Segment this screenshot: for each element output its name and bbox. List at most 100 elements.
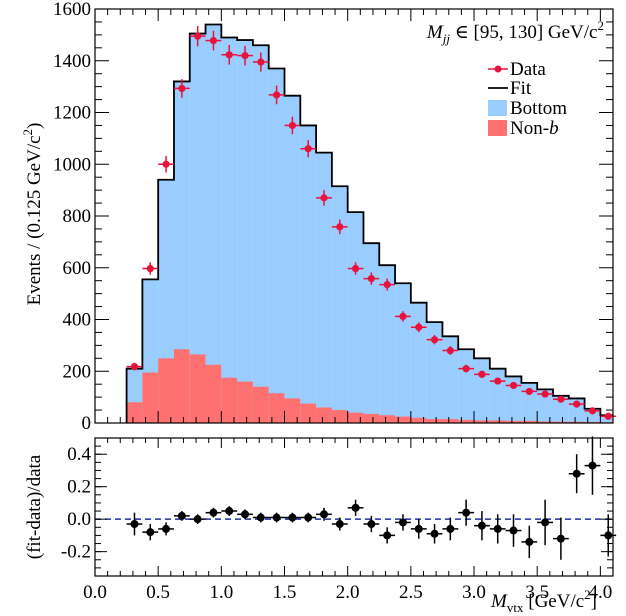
bottom-bin — [284, 95, 301, 424]
legend-bottom: Bottom — [488, 98, 567, 119]
data-point — [537, 390, 553, 398]
bottom-bin — [331, 186, 348, 423]
ratio-point — [205, 507, 222, 518]
bottom-bin — [379, 265, 396, 423]
top-axes: 0 200 400 600 800 1000 1200 1400 1600 — [53, 0, 614, 434]
bottom-bin — [474, 358, 490, 423]
bottom-bin — [316, 152, 332, 423]
nonb-bin — [316, 407, 332, 423]
bottom-bin — [252, 45, 269, 423]
nonb-bin — [458, 419, 475, 423]
fit-curve — [125, 23, 613, 423]
ratio-points — [126, 436, 617, 560]
nonb-bin — [568, 421, 585, 423]
legend-fit-label: Fit — [510, 78, 532, 99]
top-y-tick-label: 200 — [63, 361, 92, 382]
x-axis-label: Mvtx [GeV/c2] — [490, 587, 597, 615]
data-point — [300, 140, 317, 158]
nonb-bin — [426, 419, 443, 423]
ratio-point — [158, 522, 174, 536]
bottom-bin — [268, 68, 285, 423]
bottom-y-tick-label: -0.2 — [61, 542, 91, 563]
data-point — [395, 311, 411, 322]
bottom-bin — [221, 37, 238, 424]
bottom-bin — [395, 283, 411, 423]
x-tick-label: 1.0 — [209, 582, 233, 603]
data-point — [379, 278, 396, 291]
legend: Data Fit Bottom Non-b — [488, 59, 567, 139]
bottom-bin — [442, 336, 459, 423]
bottom-bin — [173, 81, 190, 423]
ratio-point — [252, 512, 269, 523]
x-tick-label: 2.5 — [399, 582, 423, 603]
mass-window-annotation: Mjj ∈ [95, 130] GeV/c2 — [426, 18, 604, 46]
nonb-bin — [331, 410, 348, 423]
nonb-bin — [268, 393, 285, 423]
top-y-tick-label: 1400 — [53, 51, 91, 72]
top-y-tick-label: 1600 — [53, 0, 91, 20]
x-tick-label: 0.0 — [83, 582, 107, 603]
top-panel: 0 200 400 600 800 1000 1200 1400 1600 Mjj ∈ [95,… — [20, 0, 617, 434]
top-y-tick-label: 0 — [82, 413, 92, 434]
nonb-bin — [521, 420, 538, 423]
data-point — [552, 395, 569, 403]
ratio-point — [505, 514, 522, 547]
bottom-panel: -0.2 0.0 0.2 0.4 0.0 0.5 1.0 1.5 2.0 2.5 3.0 3.5 4.0… — [24, 436, 617, 615]
ratio-point — [568, 454, 585, 494]
ratio-point — [458, 499, 475, 526]
nonb-bin — [252, 386, 269, 423]
top-y-tick-label: 1000 — [53, 154, 91, 175]
top-y-tick-label: 1200 — [53, 103, 91, 124]
data-point — [410, 322, 427, 333]
data-point — [426, 335, 443, 345]
data-point — [268, 85, 285, 105]
nonb-bin — [300, 403, 317, 423]
ratio-point — [474, 511, 490, 541]
data-points — [126, 26, 617, 420]
bottom-bin — [189, 33, 206, 424]
ratio-point — [268, 512, 285, 523]
data-point — [189, 26, 206, 47]
bottom-bin — [521, 382, 538, 423]
nonb-bin — [410, 417, 427, 423]
ratio-point — [426, 524, 443, 544]
x-tick-label: 4.0 — [588, 582, 612, 603]
x-tick-label: 0.5 — [146, 582, 170, 603]
ratio-point — [552, 517, 569, 560]
data-point — [316, 190, 332, 206]
nonb-bin — [363, 413, 380, 423]
bottom-bin — [584, 408, 601, 423]
nonb-bin — [189, 354, 206, 423]
ratio-point — [395, 514, 411, 531]
bottom-bin — [458, 349, 475, 423]
bottom-bin — [426, 322, 443, 423]
bottom-bin — [347, 212, 364, 423]
ratio-point — [126, 512, 143, 536]
data-point — [252, 52, 269, 72]
legend-nonb: Non-b — [488, 118, 559, 139]
ratio-point — [584, 436, 601, 495]
bottom-bin — [537, 389, 553, 423]
ratio-point — [379, 527, 396, 544]
nonb-bin — [284, 398, 301, 423]
nonb-bin — [395, 416, 411, 423]
data-point — [284, 116, 301, 135]
top-y-tick-label: 400 — [63, 310, 92, 331]
data-point — [158, 155, 174, 173]
nonb-bin — [474, 420, 490, 423]
ratio-point — [284, 512, 301, 523]
bottom-bin — [237, 40, 253, 424]
ratio-point — [173, 511, 190, 521]
data-point — [205, 30, 222, 51]
ratio-point — [189, 514, 206, 525]
ratio-point — [410, 519, 427, 539]
data-point — [126, 362, 143, 371]
legend-bottom-label: Bottom — [510, 98, 567, 119]
ratio-point — [331, 517, 348, 531]
legend-nonb-label: Non-b — [510, 118, 559, 139]
data-point — [237, 45, 253, 66]
nonb-bin — [379, 415, 396, 423]
data-point — [221, 44, 238, 65]
data-point — [489, 377, 506, 385]
